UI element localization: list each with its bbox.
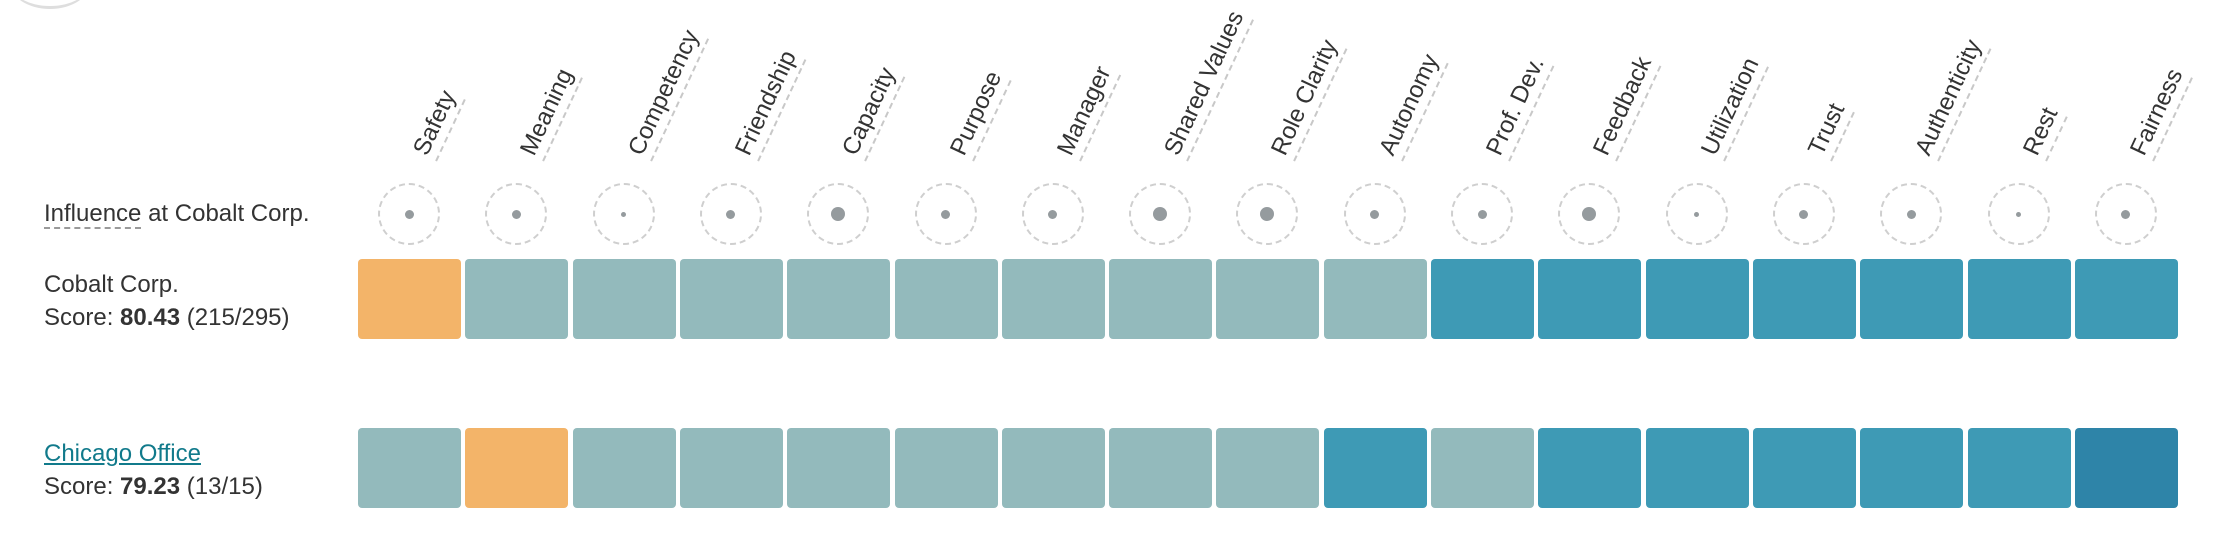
header-friendship[interactable]: Friendship (729, 46, 807, 162)
header-fairness[interactable]: Fairness (2124, 64, 2193, 162)
score-cell[interactable] (894, 428, 998, 508)
score-cell[interactable] (1967, 428, 2071, 508)
score-cell[interactable] (1752, 428, 1856, 508)
influence-dot (726, 209, 736, 219)
score-cell[interactable] (465, 428, 569, 508)
row-label-chicago: Chicago Office Score: 79.23 (13/15) (44, 437, 263, 503)
score-cell[interactable] (1967, 259, 2071, 339)
influence-dot (2121, 209, 2131, 219)
influence-dot (1906, 209, 1916, 219)
header-trust[interactable]: Trust (1802, 99, 1855, 162)
score-cell[interactable] (787, 259, 891, 339)
influence-ring-3[interactable] (592, 183, 655, 245)
row-label-cobalt: Cobalt Corp. Score: 80.43 (215/295) (44, 268, 290, 334)
header-purpose[interactable]: Purpose (944, 66, 1012, 162)
score-cell[interactable] (1323, 428, 1427, 508)
score-cell[interactable] (787, 428, 891, 508)
score-cell[interactable] (2074, 428, 2178, 508)
score-cell[interactable] (1645, 428, 1749, 508)
influence-ring-15[interactable] (1880, 183, 1943, 245)
score-cell[interactable] (1216, 259, 1320, 339)
row-score: Score: 80.43 (215/295) (44, 304, 290, 331)
score-cell[interactable] (679, 259, 783, 339)
influence-dot (1370, 209, 1380, 219)
score-cell[interactable] (1323, 259, 1427, 339)
influence-dot (2016, 211, 2021, 217)
influence-dot (1799, 209, 1809, 219)
influence-ring-16[interactable] (1987, 183, 2050, 245)
influence-ring-4[interactable] (699, 183, 762, 245)
score-cell[interactable] (572, 428, 676, 508)
score-cell[interactable] (1538, 428, 1642, 508)
header-prof-dev[interactable]: Prof. Dev. (1481, 52, 1555, 162)
score-cell[interactable] (1431, 259, 1534, 339)
header-safety[interactable]: Safety (408, 86, 466, 162)
header-role-clarity[interactable]: Role Clarity (1266, 35, 1348, 162)
influence-dot (1153, 207, 1168, 221)
influence-ring-11[interactable] (1451, 183, 1513, 245)
score-cell[interactable] (1216, 428, 1320, 508)
influence-ring-1[interactable] (378, 183, 440, 245)
score-cell[interactable] (1538, 259, 1642, 339)
row-name: Cobalt Corp. (44, 271, 179, 298)
header-capacity[interactable]: Capacity (837, 63, 906, 162)
influence-dot (1260, 207, 1275, 221)
score-cell[interactable] (1109, 259, 1213, 339)
header-authenticity[interactable]: Authenticity (1910, 35, 1992, 162)
influence-ring-14[interactable] (1772, 183, 1835, 245)
influence-ring-6[interactable] (914, 183, 977, 245)
score-cell[interactable] (679, 428, 783, 508)
influence-ring-12[interactable] (1558, 183, 1621, 245)
influence-dot (1694, 211, 1700, 217)
influence-dot (621, 211, 627, 217)
score-cell[interactable] (465, 259, 569, 339)
influence-ring-5[interactable] (807, 183, 870, 245)
score-cell[interactable] (1109, 428, 1213, 508)
influence-ring-9[interactable] (1236, 183, 1299, 245)
corner-decoration (10, 0, 90, 9)
score-cell[interactable] (1752, 259, 1856, 339)
influence-dot (1582, 207, 1597, 221)
influence-ring-8[interactable] (1129, 183, 1192, 245)
score-cell[interactable] (358, 259, 461, 339)
score-cell[interactable] (1001, 259, 1105, 339)
header-utilization[interactable]: Utilization (1695, 53, 1769, 162)
influence-dot (1048, 209, 1058, 219)
header-shared-values[interactable]: Shared Values (1159, 6, 1254, 162)
influence-dot (511, 209, 521, 219)
score-cell[interactable] (1860, 428, 1964, 508)
influence-label: Influence at Cobalt Corp. (44, 200, 310, 229)
influence-tooltip-trigger[interactable]: Influence (44, 200, 142, 229)
score-cell[interactable] (1860, 259, 1964, 339)
score-cell[interactable] (1645, 259, 1749, 339)
influence-ring-13[interactable] (1665, 183, 1728, 245)
header-meaning[interactable]: Meaning (515, 64, 584, 162)
row-score: Score: 79.23 (13/15) (44, 473, 263, 500)
influence-dot (404, 209, 414, 219)
influence-ring-17[interactable] (2094, 183, 2157, 245)
score-cell[interactable] (358, 428, 461, 508)
influence-dot (1477, 209, 1487, 219)
influence-ring-10[interactable] (1343, 183, 1406, 245)
score-cell[interactable] (572, 259, 676, 339)
influence-dot (941, 209, 950, 219)
influence-ring-7[interactable] (1021, 183, 1084, 245)
score-cell[interactable] (1431, 428, 1534, 508)
score-cell[interactable] (2074, 259, 2178, 339)
header-competency[interactable]: Competency (622, 25, 709, 162)
score-cell[interactable] (1001, 428, 1105, 508)
chicago-office-link[interactable]: Chicago Office (44, 440, 201, 467)
header-manager[interactable]: Manager (1051, 62, 1121, 162)
influence-dot (831, 207, 846, 221)
header-rest[interactable]: Rest (2017, 103, 2068, 162)
header-autonomy[interactable]: Autonomy (1373, 50, 1449, 162)
score-cell[interactable] (894, 259, 998, 339)
header-feedback[interactable]: Feedback (1588, 52, 1662, 162)
influence-ring-2[interactable] (485, 183, 548, 245)
